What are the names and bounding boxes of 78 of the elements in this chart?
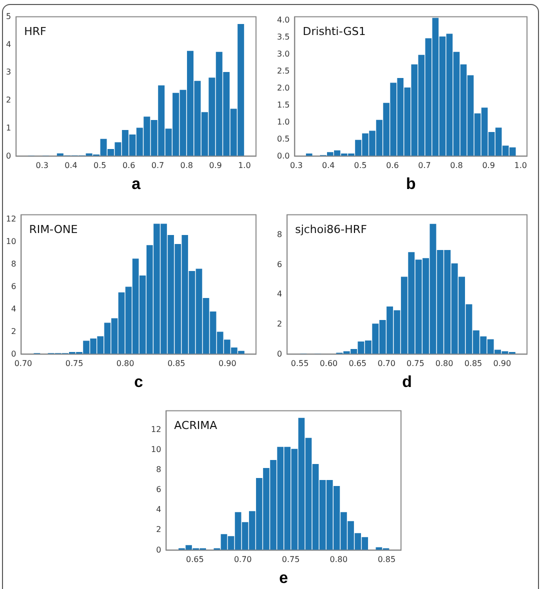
y-tick-label: 1 [6,123,12,132]
y-tick-label: 10 [6,236,16,246]
x-tick-label: 0.85 [464,359,482,368]
x-tick-label: 0.75 [406,359,424,368]
y-tick-label: 0.5 [276,134,290,144]
x-tick-label: 1.0 [514,161,527,170]
x-tick-label: 0.85 [167,359,186,368]
x-tick-label: 0.80 [116,359,134,368]
x-tick-label: 0.80 [435,359,454,368]
text: HRF [24,25,46,38]
x-tick-label: 0.65 [348,359,367,368]
y-tick-label: 8 [156,465,162,474]
y-tick-label: 2.0 [276,83,290,92]
y-tick-label: 2.5 [276,66,290,76]
y-tick-label: 5 [6,12,12,21]
x-tick-label: 0.9 [209,161,222,170]
x-axis-title: e [279,570,288,587]
y-tick-label: 4 [156,505,162,514]
x-tick-label: 0.3 [36,161,48,170]
text: ACRIMA [174,419,218,432]
x-tick-label: 0.5 [94,161,106,170]
x-axis-title: c [134,374,144,391]
text: sjchoi86-HRF [295,223,367,236]
y-tick-label: 8 [11,259,16,268]
x-tick-label: 0.5 [354,161,367,170]
y-tick-label: 6 [11,282,16,291]
x-tick-label: 0.7 [418,161,431,170]
x-tick-label: 0.8 [450,161,463,170]
y-tick-label: 0 [6,151,12,160]
x-tick-label: 0.7 [151,161,164,170]
y-tick-label: 1.5 [276,100,290,110]
y-tick-label: 3.5 [276,32,290,42]
y-tick-label: 10 [150,444,162,454]
x-axis-title: b [406,176,416,193]
text: Drishti-GS1 [302,25,366,38]
x-tick-label: 0.9 [482,161,495,170]
x-tick-label: 0.55 [290,359,309,368]
y-tick-label: 8 [276,230,282,240]
y-tick-label: 4 [6,40,12,49]
x-tick-label: 0.75 [65,359,84,368]
y-tick-label: 0 [11,349,16,358]
x-tick-label: 0.90 [493,359,512,368]
y-tick-label: 6 [156,485,162,494]
x-tick-label: 1.0 [238,161,251,170]
x-tick-label: 0.6 [122,161,136,170]
x-tick-label: 0.3 [290,161,303,170]
x-tick-label: 0.4 [322,161,335,170]
y-tick-label: 4 [276,290,282,299]
y-tick-label: 0 [156,545,162,554]
x-axis-title: d [402,374,412,391]
y-tick-label: 2 [276,319,282,328]
x-tick-label: 0.90 [218,359,236,368]
x-tick-label: 0.85 [378,555,396,564]
y-tick-label: 0 [276,349,282,358]
x-tick-label: 0.70 [378,359,396,368]
y-tick-label: 1.0 [276,117,290,126]
x-tick-label: 0.70 [234,555,252,564]
y-tick-label: 3 [6,68,12,77]
x-tick-label: 0.60 [320,359,338,368]
x-tick-label: 0.80 [330,555,348,564]
y-tick-label: 4 [11,304,16,314]
x-axis-title: a [132,176,141,193]
y-tick-label: 0.0 [276,151,290,160]
y-tick-label: 3.0 [276,49,290,58]
y-tick-label: 2 [156,525,162,534]
x-tick-label: 0.65 [186,555,204,564]
y-tick-label: 4.0 [276,15,290,24]
x-tick-label: 0.75 [282,555,300,564]
x-tick-label: 0.4 [64,161,78,170]
x-tick-label: 0.6 [386,161,399,170]
y-tick-label: 2 [11,326,16,336]
text: RIM-ONE [29,223,78,236]
y-tick-label: 12 [6,214,16,224]
y-tick-label: 2 [6,96,12,105]
x-tick-label: 0.70 [14,359,32,368]
y-tick-label: 12 [150,424,162,434]
y-tick-label: 6 [276,260,282,269]
x-tick-label: 0.8 [180,161,193,170]
